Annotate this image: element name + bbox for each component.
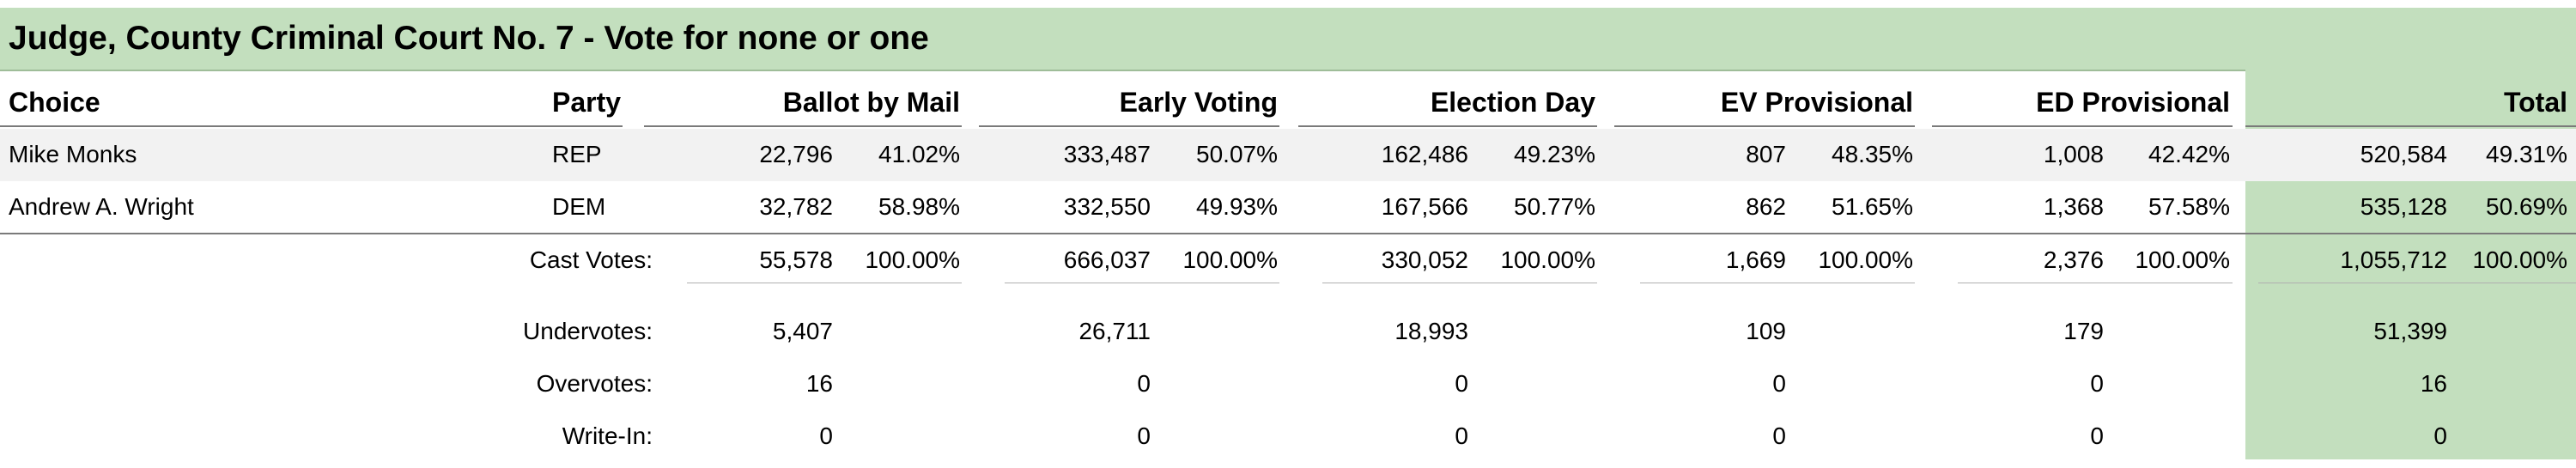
header-party: Party (552, 87, 622, 118)
row-band-candidate-1 (0, 129, 2576, 181)
bbm-percent: 41.02% (878, 141, 960, 167)
edp-write-in: 0 (2090, 422, 2104, 449)
header-ballot-by-mail: Ballot by Mail (782, 87, 960, 118)
ev-percent: 100.00% (1182, 246, 1278, 273)
evp-overvotes: 0 (1772, 370, 1786, 397)
ev-percent: 50.07% (1196, 141, 1278, 167)
edp-votes: 1,008 (2043, 141, 2104, 167)
header-total: Total (2503, 87, 2567, 118)
header-underline-total (2245, 125, 2576, 127)
ed-votes: 330,052 (1381, 246, 1468, 273)
total-votes: 1,055,712 (2340, 246, 2447, 273)
ed-percent: 100.00% (1500, 246, 1595, 273)
ev-percent: 49.93% (1196, 193, 1278, 220)
header-choice: Choice (9, 87, 100, 118)
ed-overvotes: 0 (1455, 370, 1468, 397)
bbm-votes: 55,578 (759, 246, 833, 273)
contest-title: Judge, County Criminal Court No. 7 - Vot… (9, 20, 929, 57)
bbm-write-in: 0 (819, 422, 833, 449)
header-ev-provisional: EV Provisional (1720, 87, 1913, 118)
ed-write-in: 0 (1455, 422, 1468, 449)
candidate-name: Mike Monks (9, 141, 137, 167)
ed-undervotes: 18,993 (1394, 318, 1468, 344)
evp-undervotes: 109 (1746, 318, 1786, 344)
total-overvotes: 16 (2420, 370, 2447, 397)
header-election-day: Election Day (1430, 87, 1595, 118)
header-ed-provisional: ED Provisional (2036, 87, 2230, 118)
total-percent: 50.69% (2486, 193, 2567, 220)
total-write-in: 0 (2433, 422, 2447, 449)
ed-percent: 49.23% (1514, 141, 1595, 167)
header-underline-election-day (1298, 125, 1597, 127)
ev-write-in: 0 (1137, 422, 1151, 449)
overvotes-label: Overvotes: (536, 370, 653, 397)
header-underline-ballot-by-mail (644, 125, 962, 127)
header-underline-ed-provisional (1932, 125, 2233, 127)
evp-percent: 48.35% (1832, 141, 1913, 167)
total-percent: 49.31% (2486, 141, 2567, 167)
totals-separator (0, 233, 2576, 234)
header-early-voting: Early Voting (1119, 87, 1278, 118)
bbm-percent: 58.98% (878, 193, 960, 220)
header-underline-ev-provisional (1614, 125, 1915, 127)
contest-title-bar: Judge, County Criminal Court No. 7 - Vot… (0, 8, 2576, 71)
ed-votes: 167,566 (1381, 193, 1468, 220)
total-undervotes: 51,399 (2373, 318, 2447, 344)
edp-percent: 100.00% (2135, 246, 2230, 273)
ev-votes: 666,037 (1063, 246, 1151, 273)
bbm-votes: 22,796 (759, 141, 833, 167)
edp-overvotes: 0 (2090, 370, 2104, 397)
undervotes-label: Undervotes: (523, 318, 653, 344)
edp-percent: 42.42% (2148, 141, 2230, 167)
evp-votes: 807 (1746, 141, 1786, 167)
evp-votes: 1,669 (1725, 246, 1786, 273)
ed-votes: 162,486 (1381, 141, 1468, 167)
bbm-percent: 100.00% (865, 246, 960, 273)
ed-percent: 50.77% (1514, 193, 1595, 220)
evp-percent: 100.00% (1818, 246, 1913, 273)
edp-undervotes: 179 (2063, 318, 2104, 344)
ev-overvotes: 0 (1137, 370, 1151, 397)
edp-votes: 1,368 (2043, 193, 2104, 220)
edp-votes: 2,376 (2043, 246, 2104, 273)
cast-votes-label: Cast Votes: (529, 246, 653, 273)
ev-undervotes: 26,711 (1078, 318, 1151, 344)
write-in-label: Write-In: (562, 422, 653, 449)
ev-votes: 333,487 (1063, 141, 1151, 167)
candidate-name: Andrew A. Wright (9, 193, 194, 220)
evp-percent: 51.65% (1832, 193, 1913, 220)
ev-votes: 332,550 (1063, 193, 1151, 220)
evp-votes: 862 (1746, 193, 1786, 220)
edp-percent: 57.58% (2148, 193, 2230, 220)
total-votes: 535,128 (2360, 193, 2447, 220)
evp-write-in: 0 (1772, 422, 1786, 449)
bbm-undervotes: 5,407 (772, 318, 833, 344)
total-percent: 100.00% (2472, 246, 2567, 273)
header-underline-early-voting (979, 125, 1279, 127)
bbm-overvotes: 16 (805, 370, 833, 397)
candidate-party: REP (552, 141, 602, 167)
header-underline-choice-party (0, 125, 623, 127)
total-votes: 520,584 (2360, 141, 2447, 167)
candidate-party: DEM (552, 193, 606, 220)
bbm-votes: 32,782 (759, 193, 833, 220)
